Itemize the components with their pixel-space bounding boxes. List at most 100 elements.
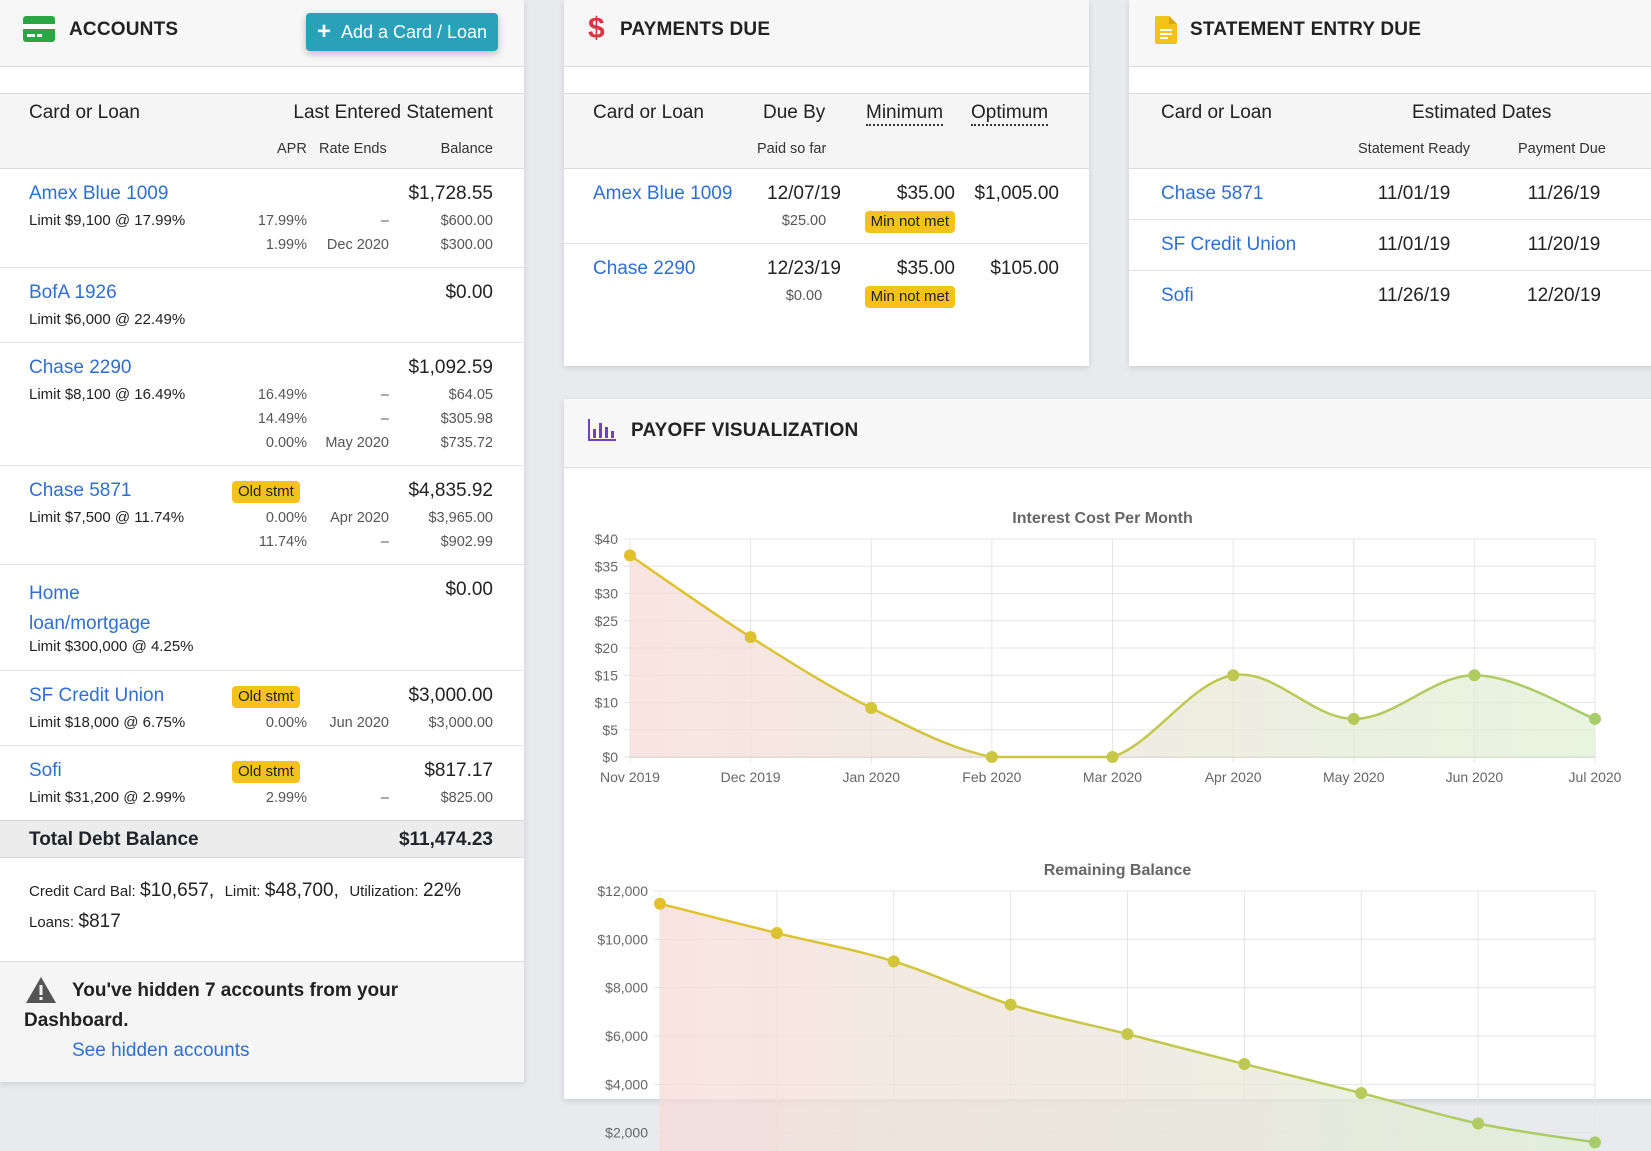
col-estimated-dates: Estimated Dates (1412, 102, 1552, 123)
file-document-icon (1155, 16, 1177, 44)
table-row: Chase 2290 12/23/19 $0.00 $35.00 Min not… (564, 243, 1089, 318)
account-link[interactable]: BofA 1926 (29, 282, 117, 303)
min-not-met-badge: Min not met (864, 286, 955, 308)
table-row: Home loan/mortgage Limit $300,000 @ 4.25… (0, 564, 524, 671)
payoff-visualization-card: PAYOFF VISUALIZATION Interest Cost Per M… (564, 399, 1651, 1151)
col-due-by: Due By (763, 102, 826, 123)
payment-minimum: $35.00 (896, 183, 955, 204)
tier-apr: 11.74% (258, 534, 307, 550)
col-payment-due: Payment Due (1518, 141, 1606, 157)
data-point (1004, 998, 1017, 1011)
y-tick-label: $20 (595, 640, 619, 656)
payment-optimum: $105.00 (990, 258, 1059, 279)
col-statement-ready: Statement Ready (1358, 141, 1471, 157)
col-card-or-loan: Card or Loan (1161, 102, 1272, 123)
tier-apr: 0.00% (265, 510, 307, 526)
x-tick-label: May 2020 (1323, 769, 1385, 785)
account-limit: Limit $6,000 @ 22.49% (29, 311, 186, 328)
table-row: Sofi 11/26/19 12/20/19 (1129, 270, 1651, 321)
col-minimum[interactable]: Minimum (866, 102, 944, 126)
total-debt-value: $11,474.23 (398, 829, 493, 850)
tier-balance: $64.05 (448, 387, 493, 403)
accounts-table-subheader: APR Rate Ends Balance (0, 130, 524, 169)
hidden-accounts-line2: Dashboard. (24, 1010, 129, 1031)
data-point (744, 631, 757, 644)
statement-account-link[interactable]: Sofi (1161, 285, 1194, 306)
table-row: Chase 5871 11/01/19 11/26/19 (1129, 168, 1651, 220)
x-tick-label: Jul 2020 (1569, 769, 1622, 785)
tier-balance: $902.99 (440, 534, 493, 550)
cc-balance-label: Credit Card Bal: (29, 883, 136, 900)
data-point (770, 927, 783, 940)
y-tick-label: $5 (602, 722, 618, 738)
chart-title: Remaining Balance (1044, 862, 1192, 879)
remaining-balance-chart: Remaining Balance $2,000 $4,000 $6,000 $8,00… (597, 862, 1601, 1151)
old-statement-badge: Old stmt (232, 761, 300, 783)
table-row: Chase 5871 Old stmt Limit $7,500 @ 11.74… (0, 465, 524, 565)
account-link[interactable]: SF Credit Union (29, 685, 165, 706)
data-point (1355, 1087, 1368, 1100)
x-tick-label: Nov 2019 (600, 769, 660, 785)
bar-chart-icon (588, 419, 616, 441)
data-point (1238, 1058, 1251, 1071)
col-paid-so-far: Paid so far (757, 141, 827, 157)
statements-table-header: Card or Loan Estimated Dates (1129, 93, 1651, 131)
y-tick-label: $8,000 (605, 980, 648, 996)
tier-balance: $735.72 (440, 435, 493, 451)
tier-rate-ends: – (380, 213, 389, 229)
tier-apr: 0.00% (265, 715, 307, 731)
account-link[interactable]: Sofi (29, 760, 62, 781)
limit-value: $48,700, (264, 880, 339, 901)
warning-triangle-icon (26, 977, 56, 1003)
total-debt-row: Total Debt Balance $11,474.23 (0, 820, 524, 858)
tier-rate-ends: Jun 2020 (329, 715, 389, 731)
y-tick-label: $25 (595, 613, 619, 629)
tier-apr: 2.99% (265, 790, 307, 806)
statement-payment-due: 12/20/19 (1527, 285, 1601, 306)
tier-balance: $600.00 (440, 213, 493, 229)
account-limit: Limit $7,500 @ 11.74% (29, 509, 185, 526)
account-balance: $1,092.59 (408, 357, 493, 378)
y-tick-label: $4,000 (605, 1076, 648, 1092)
account-link[interactable]: Chase 5871 (29, 480, 132, 501)
payments-table-subheader: Paid so far (564, 130, 1089, 169)
see-hidden-accounts-link[interactable]: See hidden accounts (72, 1040, 250, 1061)
y-tick-label: $10 (595, 695, 619, 711)
tier-apr: 16.49% (257, 387, 307, 403)
statements-header: STATEMENT ENTRY DUE (1129, 0, 1651, 67)
col-optimum[interactable]: Optimum (971, 102, 1049, 126)
account-link[interactable]: Amex Blue 1009 (29, 183, 169, 204)
credit-card-icon (23, 16, 55, 42)
payment-paid-so-far: $0.00 (785, 288, 823, 304)
y-tick-label: $15 (595, 667, 619, 683)
tier-apr: 1.99% (265, 237, 307, 253)
account-limit: Limit $18,000 @ 6.75% (29, 714, 186, 731)
account-link[interactable]: Chase 2290 (29, 357, 132, 378)
statement-payment-due: 11/26/19 (1527, 183, 1601, 204)
payment-due-date: 12/07/19 (767, 183, 841, 204)
payment-account-link[interactable]: Chase 2290 (593, 258, 696, 279)
account-link[interactable]: Home loan/mortgage (29, 579, 150, 639)
col-apr: APR (277, 141, 307, 157)
hidden-accounts-line1: You've hidden 7 accounts from your (72, 980, 399, 1001)
statement-account-link[interactable]: SF Credit Union (1161, 234, 1297, 255)
tier-rate-ends: – (380, 790, 389, 806)
payments-header: $ PAYMENTS DUE (564, 0, 1089, 67)
dollar-sign-icon: $ (588, 12, 605, 45)
data-point (1347, 712, 1360, 725)
tier-balance: $3,965.00 (428, 510, 493, 526)
data-point (1589, 712, 1601, 725)
limit-label: Limit: (224, 883, 261, 900)
data-point (1468, 669, 1481, 682)
utilization-label: Utilization: (349, 883, 419, 900)
y-tick-label: $40 (595, 531, 619, 547)
data-point (1227, 669, 1240, 682)
payment-account-link[interactable]: Amex Blue 1009 (593, 183, 733, 204)
add-card-loan-button[interactable]: + Add a Card / Loan (306, 13, 498, 51)
col-card-or-loan: Card or Loan (593, 102, 704, 123)
table-row: BofA 1926 Limit $6,000 @ 22.49% $0.00 (0, 267, 524, 343)
tier-apr: 14.49% (257, 411, 307, 427)
accounts-card: ACCOUNTS + Add a Card / Loan Card or Loa… (0, 0, 524, 1082)
statement-account-link[interactable]: Chase 5871 (1161, 183, 1264, 204)
y-tick-label: $6,000 (605, 1028, 648, 1044)
